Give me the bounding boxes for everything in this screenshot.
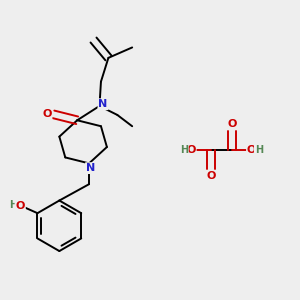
Text: H: H: [9, 200, 17, 210]
Text: O: O: [206, 171, 216, 181]
Text: H: H: [255, 145, 263, 155]
Text: O: O: [42, 109, 52, 119]
Text: O: O: [227, 119, 236, 129]
Text: N: N: [98, 99, 108, 109]
Text: H: H: [180, 145, 188, 155]
Text: O: O: [186, 145, 196, 155]
Text: N: N: [86, 163, 95, 173]
Text: O: O: [16, 201, 25, 211]
Text: O: O: [247, 145, 256, 155]
